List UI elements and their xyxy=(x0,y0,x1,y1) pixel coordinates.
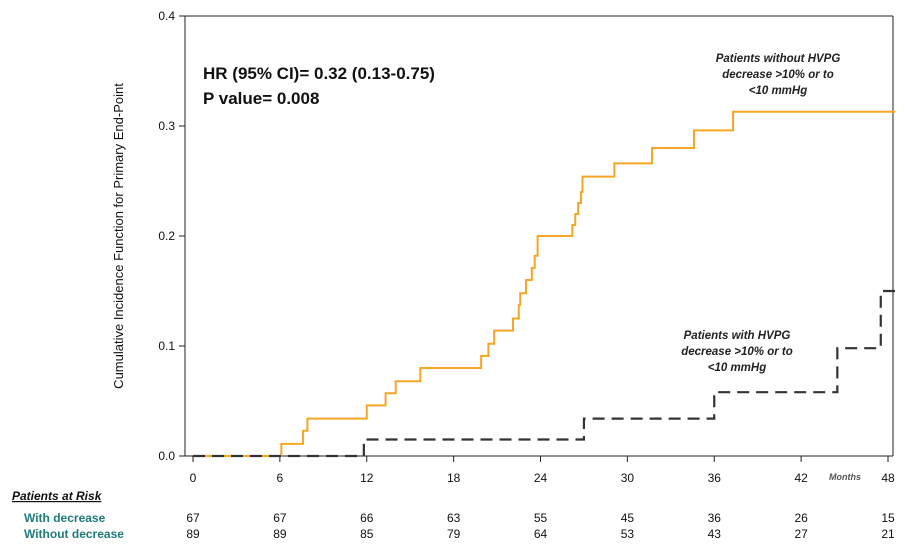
x-tick-label: 24 xyxy=(534,471,548,485)
risk-table-cell: 63 xyxy=(447,511,461,525)
risk-table-cell: 89 xyxy=(273,527,287,541)
risk-table-cell: 45 xyxy=(621,511,635,525)
risk-row-label-with: With decrease xyxy=(24,511,106,525)
annotation-without-line-2: decrease >10% or to xyxy=(722,69,834,81)
x-tick-label: 12 xyxy=(360,471,374,485)
risk-table-cell: 64 xyxy=(534,527,548,541)
y-tick-label: 0.4 xyxy=(158,9,175,23)
x-axis-ticks: 0 6 12 18 24 30 36 42 48 xyxy=(190,456,895,485)
x-tick-label: 30 xyxy=(621,471,635,485)
x-tick-label: 36 xyxy=(708,471,722,485)
annotation-with-line-1: Patients with HVPG xyxy=(684,330,791,342)
risk-table-cell: 79 xyxy=(447,527,461,541)
stats-box: HR (95% CI)= 0.32 (0.13-0.75) P value= 0… xyxy=(203,64,435,108)
x-tick-label: 0 xyxy=(190,471,197,485)
risk-table-cell: 27 xyxy=(794,527,808,541)
risk-table-cell: 53 xyxy=(621,527,635,541)
risk-table-cell: 21 xyxy=(881,527,895,541)
risk-table-cell: 85 xyxy=(360,527,374,541)
risk-table-cell: 67 xyxy=(186,511,200,525)
risk-table-values: 67 67 66 63 55 45 36 26 15 89 89 85 79 64 53 43 27 21 xyxy=(186,511,895,541)
y-axis-ticks: 0.0 0.1 0.2 0.3 0.4 xyxy=(158,9,185,463)
x-tick-label: 48 xyxy=(881,471,895,485)
hazard-ratio-text: HR (95% CI)= 0.32 (0.13-0.75) xyxy=(203,64,435,83)
risk-table-cell: 26 xyxy=(794,511,808,525)
risk-table-cell: 66 xyxy=(360,511,374,525)
series-layer xyxy=(193,110,896,458)
annotation-with-line-2: decrease >10% or to xyxy=(681,346,793,358)
y-tick-label: 0.2 xyxy=(158,229,175,243)
annotation-with-line-3: <10 mmHg xyxy=(708,362,766,374)
risk-table-cell: 89 xyxy=(186,527,200,541)
y-tick-label: 0.3 xyxy=(158,119,175,133)
risk-table-cell: 36 xyxy=(708,511,722,525)
p-value-text: P value= 0.008 xyxy=(203,89,319,108)
risk-table-cell: 43 xyxy=(708,527,722,541)
without-decrease-step-line xyxy=(193,110,896,457)
x-tick-label: 18 xyxy=(447,471,461,485)
risk-table-cell: 67 xyxy=(273,511,287,525)
annotation-without-decrease: Patients without HVPG decrease >10% or t… xyxy=(716,53,841,97)
y-axis-label: Cumulative Incidence Function for Primar… xyxy=(111,83,126,389)
risk-table-title: Patients at Risk xyxy=(12,489,103,503)
x-tick-label: 6 xyxy=(277,471,284,485)
with-decrease-step-line xyxy=(193,289,896,458)
annotation-without-line-1: Patients without HVPG xyxy=(716,53,841,65)
risk-row-label-without: Without decrease xyxy=(24,527,124,541)
y-tick-label: 0.0 xyxy=(158,449,175,463)
risk-table-cell: 15 xyxy=(881,511,895,525)
x-axis-unit-label: Months xyxy=(829,472,861,482)
y-tick-label: 0.1 xyxy=(158,339,175,353)
annotation-with-decrease: Patients with HVPG decrease >10% or to <… xyxy=(681,330,793,374)
risk-table-cell: 55 xyxy=(534,511,548,525)
x-tick-label: 42 xyxy=(794,471,808,485)
annotation-without-line-3: <10 mmHg xyxy=(749,85,807,97)
